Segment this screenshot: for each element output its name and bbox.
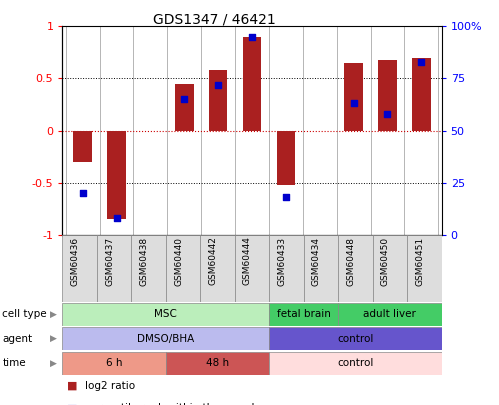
Bar [62, 235, 97, 302]
Text: GSM60434: GSM60434 [312, 237, 321, 286]
Bar [166, 235, 200, 302]
Bar [175, 84, 194, 130]
Text: GSM60444: GSM60444 [243, 237, 252, 286]
Text: GSM60433: GSM60433 [277, 237, 286, 286]
Point [248, 34, 256, 40]
Bar [407, 235, 442, 302]
Bar [269, 327, 442, 350]
Bar [344, 63, 363, 130]
Text: GSM60437: GSM60437 [105, 237, 114, 286]
Bar [166, 352, 269, 375]
Bar [235, 235, 269, 302]
Text: cell type: cell type [2, 309, 47, 320]
Text: DMSO/BHA: DMSO/BHA [137, 334, 195, 344]
Bar [209, 70, 228, 130]
Text: time: time [2, 358, 26, 368]
Text: ▶: ▶ [50, 334, 57, 343]
Point [79, 190, 87, 196]
Bar [131, 235, 166, 302]
Bar [412, 58, 431, 130]
Text: adult liver: adult liver [363, 309, 416, 320]
Bar [373, 235, 407, 302]
Point [113, 215, 121, 222]
Bar [338, 303, 442, 326]
Text: percentile rank within the sample: percentile rank within the sample [85, 403, 260, 405]
Bar [62, 303, 269, 326]
Text: 6 h: 6 h [106, 358, 122, 368]
Text: ▶: ▶ [50, 310, 57, 319]
Text: GSM60450: GSM60450 [381, 237, 390, 286]
Bar [243, 37, 261, 130]
Text: GSM60438: GSM60438 [140, 237, 149, 286]
Text: ▶: ▶ [50, 358, 57, 368]
Bar [200, 235, 235, 302]
Text: control: control [337, 334, 374, 344]
Bar [304, 235, 338, 302]
Point [417, 59, 425, 65]
Bar [97, 235, 131, 302]
Bar [269, 303, 338, 326]
Point [180, 96, 188, 102]
Bar [62, 327, 269, 350]
Bar [73, 130, 92, 162]
Text: log2 ratio: log2 ratio [85, 381, 135, 391]
Bar [107, 130, 126, 219]
Text: MSC: MSC [154, 309, 177, 320]
Text: GSM60436: GSM60436 [71, 237, 80, 286]
Point [383, 111, 391, 117]
Text: fetal brain: fetal brain [277, 309, 331, 320]
Bar [276, 130, 295, 185]
Bar [269, 352, 442, 375]
Text: GSM60442: GSM60442 [209, 237, 218, 286]
Point [350, 100, 358, 107]
Bar [338, 235, 373, 302]
Text: GSM60440: GSM60440 [174, 237, 183, 286]
Text: ■: ■ [67, 403, 78, 405]
Bar [269, 235, 304, 302]
Text: GSM60451: GSM60451 [415, 237, 424, 286]
Bar [62, 352, 166, 375]
Text: 48 h: 48 h [206, 358, 229, 368]
Text: control: control [337, 358, 374, 368]
Point [282, 194, 290, 200]
Text: agent: agent [2, 334, 32, 344]
Text: GSM60448: GSM60448 [346, 237, 355, 286]
Text: GDS1347 / 46421: GDS1347 / 46421 [153, 12, 276, 26]
Text: ■: ■ [67, 381, 78, 391]
Point [214, 81, 222, 88]
Bar [378, 60, 397, 130]
